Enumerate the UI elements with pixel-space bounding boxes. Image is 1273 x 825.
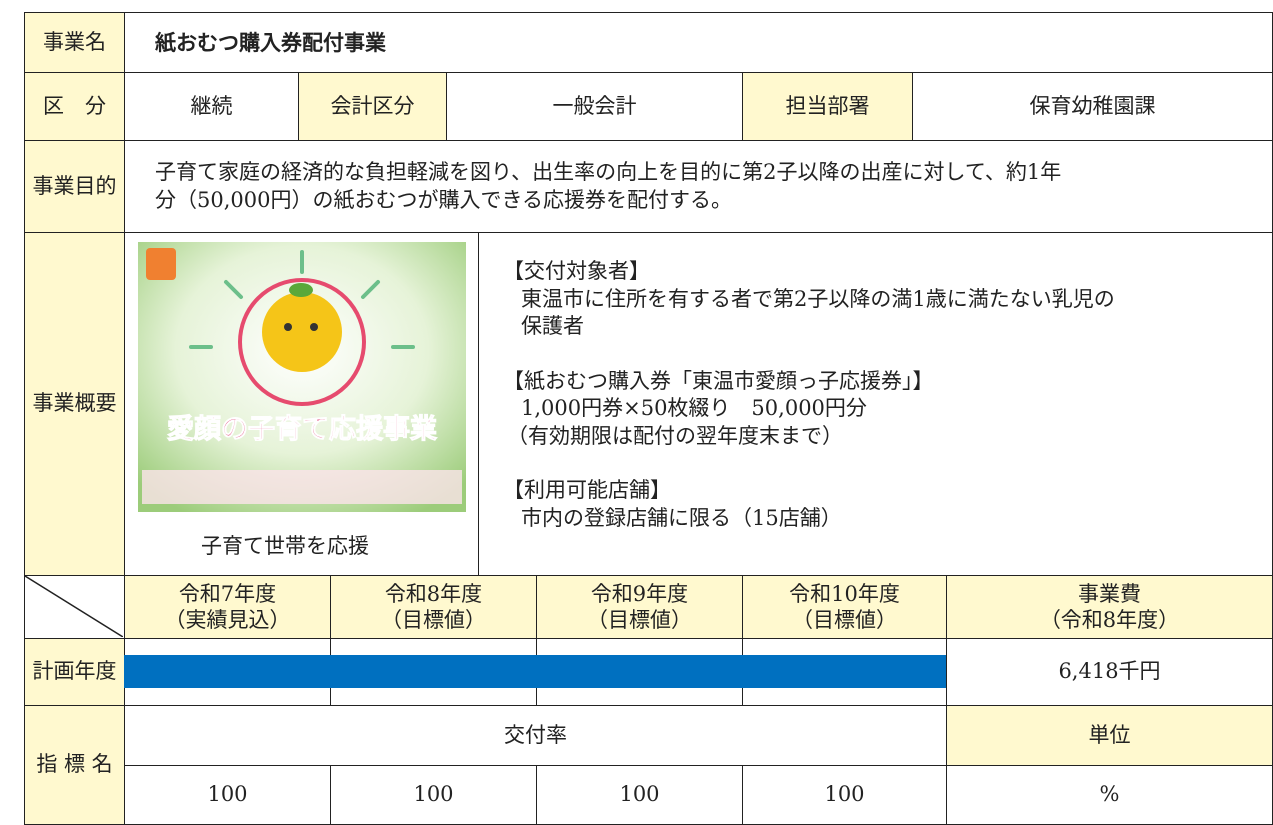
label-cell: 計画年度 bbox=[24, 638, 125, 706]
target-cell: 100 bbox=[536, 765, 743, 825]
year: 令和7年度 bbox=[178, 581, 277, 606]
label-cell: 区 分 bbox=[24, 72, 125, 141]
label-cell: 事業概要 bbox=[24, 232, 125, 576]
diagonal-cell bbox=[24, 575, 125, 639]
target-value: 100 bbox=[207, 782, 248, 807]
unit-cell: % bbox=[946, 765, 1273, 825]
year: 令和9年度 bbox=[590, 581, 689, 606]
year-note: （目標値） bbox=[381, 608, 486, 632]
cost: 6,418千円 bbox=[1058, 659, 1161, 684]
spacer bbox=[503, 341, 1115, 368]
label-cell: 事業目的 bbox=[24, 140, 125, 233]
section-line: 保護者 bbox=[521, 314, 584, 338]
label: 計画年度 bbox=[32, 659, 117, 684]
section-line: 東温市に住所を有する者で第2子以降の満1歳に満たない乳児の bbox=[521, 286, 1115, 311]
year-note: （目標値） bbox=[587, 608, 692, 632]
target-cell: 100 bbox=[742, 765, 947, 825]
value-cell: 保育幼稚園課 bbox=[912, 72, 1273, 141]
purpose-cell: 子育て家庭の経済的な負担軽減を図り、出生率の向上を目的に第2子以降の出産に対して… bbox=[124, 140, 1273, 233]
cost-cell: 6,418千円 bbox=[946, 638, 1273, 706]
indicator-name: 交付率 bbox=[504, 722, 567, 747]
year: 令和10年度 bbox=[789, 581, 900, 606]
year-header: 令和10年度 （目標値） bbox=[742, 575, 947, 639]
label: 事業名 bbox=[43, 29, 106, 54]
target-value: 100 bbox=[824, 782, 865, 807]
label: 区 分 bbox=[43, 93, 106, 118]
year-note: （目標値） bbox=[792, 608, 897, 632]
label: 担当部署 bbox=[785, 93, 870, 118]
year-header: 令和7年度 （実績見込） bbox=[124, 575, 331, 639]
section-heading: 【紙おむつ購入券「東温市愛顔っ子応援券」】 bbox=[503, 368, 934, 393]
image-caption: 子育て世帯を応援 bbox=[201, 534, 369, 558]
value-cell: 一般会計 bbox=[446, 72, 743, 141]
label: 事業目的 bbox=[32, 173, 117, 198]
cost-header: 事業費 （令和8年度） bbox=[946, 575, 1273, 639]
year-header: 令和8年度 （目標値） bbox=[330, 575, 537, 639]
title-cell: 紙おむつ購入券配付事業 bbox=[124, 12, 1273, 73]
label-cell: 事業名 bbox=[24, 12, 125, 73]
overview-text: 【交付対象者】 東温市に住所を有する者で第2子以降の満1歳に満たない乳児の 保護… bbox=[503, 258, 1115, 532]
project-title: 紙おむつ購入券配付事業 bbox=[155, 29, 386, 55]
label: 事業概要 bbox=[32, 391, 117, 416]
value-cell: 継続 bbox=[124, 72, 299, 141]
spacer bbox=[503, 450, 1115, 477]
diagonal bbox=[25, 576, 123, 637]
target-value: 100 bbox=[413, 782, 454, 807]
department: 保育幼稚園課 bbox=[1029, 93, 1156, 118]
target-cell: 100 bbox=[330, 765, 537, 825]
cost-note: （令和8年度） bbox=[1039, 608, 1180, 632]
target-cell: 100 bbox=[124, 765, 331, 825]
indicator-name-cell: 交付率 bbox=[124, 705, 947, 766]
label-cell: 会計区分 bbox=[298, 72, 447, 141]
section-heading: 【利用可能店舗】 bbox=[503, 478, 671, 502]
section-line: （有効期限は配付の翌年度末まで） bbox=[507, 423, 843, 448]
year: 令和8年度 bbox=[384, 581, 483, 606]
category: 継続 bbox=[190, 93, 233, 118]
target-value: 100 bbox=[619, 782, 660, 807]
section-heading: 【交付対象者】 bbox=[503, 259, 650, 283]
year-header: 令和9年度 （目標値） bbox=[536, 575, 743, 639]
accounting: 一般会計 bbox=[552, 93, 637, 118]
unit-label: 単位 bbox=[1088, 722, 1131, 747]
purpose-line: 子育て家庭の経済的な負担軽減を図り、出生率の向上を目的に第2子以降の出産に対して… bbox=[155, 160, 1062, 185]
section-line: 市内の登録店舗に限る（15店舗） bbox=[521, 505, 842, 530]
label: 指 標 名 bbox=[36, 752, 113, 777]
poster-image: 愛顔の子育て応援事業 bbox=[138, 242, 466, 512]
plan-bar bbox=[124, 655, 946, 688]
label-cell: 指 標 名 bbox=[24, 705, 125, 825]
unit: % bbox=[1099, 782, 1120, 807]
purpose-line: 分（50,000円）の紙おむつが購入できる応援券を配付する。 bbox=[155, 187, 733, 212]
unit-label-cell: 単位 bbox=[946, 705, 1273, 766]
label-cell: 担当部署 bbox=[742, 72, 913, 141]
section-line: 1,000円券×50枚綴り 50,000円分 bbox=[521, 396, 867, 420]
label: 会計区分 bbox=[330, 93, 415, 118]
poster-title: 愛顔の子育て応援事業 bbox=[167, 414, 437, 445]
year-note: （実績見込） bbox=[164, 608, 291, 632]
cost-label: 事業費 bbox=[1078, 581, 1141, 606]
